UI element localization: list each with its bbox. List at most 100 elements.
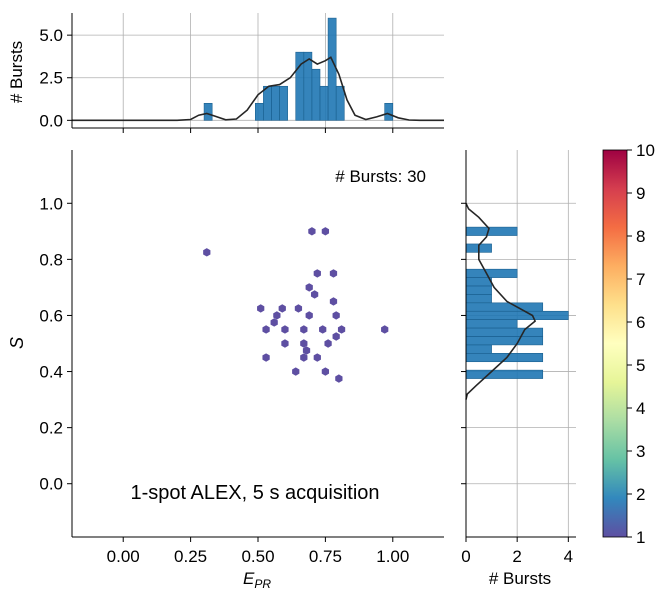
main-ytick-label: 0.2 <box>39 419 63 438</box>
main-x-ticks: 0.00 0.25 0.50 0.75 1.00 <box>107 537 409 566</box>
hexbin-point <box>324 339 332 348</box>
colorbar-gradient <box>602 149 628 538</box>
hexbin-point <box>313 353 321 362</box>
right-xtick-label: 4 <box>564 547 573 566</box>
main-ytick-label: 0.0 <box>39 475 63 494</box>
colorbar-tick-label: 6 <box>636 313 645 332</box>
main-xtick-label: 0.00 <box>107 547 140 566</box>
main-ytick-label: 0.6 <box>39 306 63 325</box>
main-xtick-label: 1.00 <box>376 547 409 566</box>
top-histogram-bars <box>203 17 394 121</box>
colorbar-tick-label: 4 <box>636 399 645 418</box>
hexbin-point <box>300 353 308 362</box>
hexbin-point <box>270 318 278 327</box>
top-ytick-label: 2.5 <box>39 69 63 88</box>
colorbar-tick-label: 2 <box>636 485 645 504</box>
hexbin-point <box>300 325 308 334</box>
top-histogram-bar <box>263 85 272 121</box>
hexbin-point <box>329 269 338 278</box>
hexbin-point <box>313 269 321 278</box>
right-histogram-bars <box>465 226 569 379</box>
right-histogram-bar <box>465 336 544 346</box>
hexbin-point <box>281 325 289 334</box>
top-histogram-ylabel: # Bursts <box>7 41 26 103</box>
hexbin-point <box>310 290 319 299</box>
hexbin-point <box>332 311 340 320</box>
main-xlabel-subscript: PR <box>254 577 271 591</box>
colorbar-tick-label: 8 <box>636 227 645 246</box>
main-xtick-label: 0.50 <box>241 547 274 566</box>
main-ytick-label: 0.8 <box>39 250 63 269</box>
top-histogram-bar <box>271 85 280 121</box>
right-histogram-bar <box>465 268 518 278</box>
right-histogram-y-ticks <box>461 202 466 485</box>
colorbar-tick-label: 5 <box>636 356 645 375</box>
right-histogram-x-ticks: 0 2 4 <box>461 537 573 566</box>
top-histogram-bar <box>335 85 345 121</box>
hexbin-point <box>294 304 303 313</box>
colorbar-tick-label: 9 <box>636 184 645 203</box>
colorbar-ticks: 1 2 3 4 5 6 7 8 9 10 <box>627 141 655 547</box>
main-hexbin-points <box>203 227 389 383</box>
main-xtick-label: 0.75 <box>309 547 342 566</box>
hexbin-point <box>262 353 270 362</box>
top-histogram-bar <box>311 68 321 121</box>
top-histogram-bar <box>203 102 213 121</box>
burst-count-annotation: # Bursts: 30 <box>335 167 426 186</box>
right-histogram-bar <box>465 327 544 337</box>
right-histogram-kde-line <box>465 202 537 400</box>
hexbin-point <box>292 367 300 376</box>
right-xtick-label: 2 <box>512 547 521 566</box>
hexbin-point <box>308 227 316 236</box>
colorbar-tick-label: 10 <box>636 141 655 160</box>
hexbin-point <box>321 367 330 376</box>
acquisition-annotation: 1-spot ALEX, 5 s acquisition <box>130 482 379 504</box>
top-histogram: 0.0 2.5 5.0 # Bursts <box>7 13 444 133</box>
right-histogram-bar <box>465 226 518 236</box>
right-histogram-bar <box>465 302 544 312</box>
hexbin-point <box>278 304 286 313</box>
hexbin-point <box>281 339 289 348</box>
main-scatter-plot: 0.00 0.25 0.50 0.75 1.00 0.00.20.40.60.81.0 … <box>7 150 444 591</box>
right-histogram-bar <box>465 310 569 320</box>
right-histogram: 0 2 4 # Bursts <box>461 150 576 588</box>
hexbin-point <box>203 248 211 257</box>
hexbin-point <box>337 325 346 334</box>
top-histogram-bar <box>279 85 288 121</box>
main-ytick-label: 1.0 <box>39 194 63 213</box>
hexbin-point <box>329 297 338 306</box>
main-xtick-label: 0.25 <box>174 547 207 566</box>
right-histogram-bar <box>465 277 492 287</box>
main-xlabel: EPR <box>243 569 271 591</box>
right-histogram-bar <box>465 369 544 379</box>
main-y-ticks: 0.0 0.2 0.4 0.6 0.8 1.0 <box>39 194 72 494</box>
top-histogram-bar <box>319 85 329 121</box>
main-ytick-label: 0.4 <box>39 363 63 382</box>
right-histogram-bar <box>465 319 518 329</box>
hexbin-point <box>321 227 330 236</box>
top-histogram-bar <box>255 102 264 121</box>
right-histogram-xlabel: # Bursts <box>489 569 551 588</box>
right-histogram-bar <box>465 294 492 304</box>
colorbar-tick-label: 1 <box>636 528 645 547</box>
main-xlabel-main: E <box>243 569 255 588</box>
hexbin-point <box>335 374 343 383</box>
top-histogram-x-ticks <box>122 128 394 133</box>
hexbin-point <box>262 325 270 334</box>
top-histogram-bar <box>384 102 394 121</box>
hexbin-point <box>257 304 265 313</box>
colorbar-tick-label: 3 <box>636 442 645 461</box>
hexbin-point <box>302 346 311 355</box>
right-histogram-bar <box>465 344 492 354</box>
hexbin-point <box>332 332 340 341</box>
top-ytick-label: 0.0 <box>39 111 63 130</box>
hexbin-point <box>381 325 389 334</box>
top-histogram-bar <box>327 17 337 121</box>
hexbin-point <box>319 325 327 334</box>
colorbar: 1 2 3 4 5 6 7 8 9 10 <box>602 141 655 547</box>
hexbin-point <box>273 311 281 320</box>
right-xtick-label: 0 <box>461 547 470 566</box>
top-ytick-label: 5.0 <box>39 26 63 45</box>
top-histogram-kde-line <box>72 56 444 122</box>
